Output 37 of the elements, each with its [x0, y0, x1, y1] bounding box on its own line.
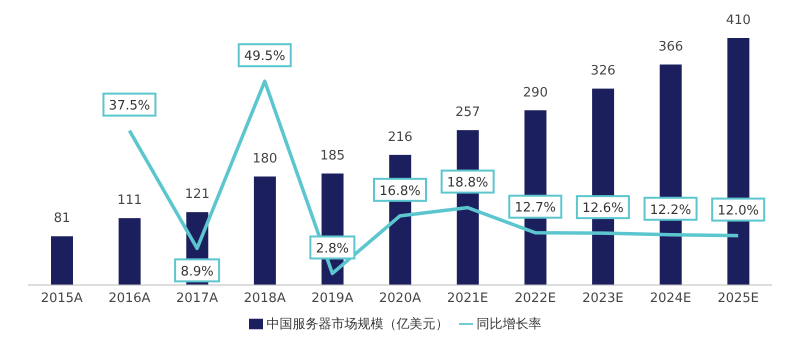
data-label: 366: [658, 40, 684, 55]
data-label: 2.8%: [316, 241, 349, 256]
legend-label: 同比增长率: [476, 317, 542, 332]
x-tick-label: 2020A: [379, 291, 422, 306]
data-label: 12.7%: [514, 200, 556, 216]
data-label: 12.0%: [718, 204, 759, 219]
legend-label: 中国服务器市场规模（亿美元）: [266, 317, 448, 332]
bar: [254, 176, 276, 285]
bar: [51, 236, 73, 285]
data-label: 8.9%: [180, 264, 214, 280]
x-tick-label: 2019A: [311, 291, 354, 306]
bar: [118, 218, 141, 285]
data-label: 180: [252, 152, 278, 167]
x-tick-label: 2023E: [582, 291, 624, 306]
x-tick-label: 2025E: [718, 291, 759, 306]
x-tick-label: 2024E: [650, 291, 692, 306]
data-label: 410: [726, 13, 751, 28]
data-label: 12.6%: [582, 201, 624, 216]
data-label: 216: [388, 130, 413, 145]
data-label: 290: [523, 85, 548, 100]
x-tick-label: 2022E: [514, 291, 556, 306]
data-label: 16.8%: [379, 184, 421, 199]
x-tick-label: 2015A: [40, 291, 83, 306]
x-tick-label: 2018A: [244, 291, 286, 306]
x-tick-label: 2016A: [108, 291, 151, 306]
data-label: 185: [320, 148, 345, 164]
data-label: 121: [184, 187, 210, 202]
data-label: 37.5%: [108, 98, 150, 114]
data-label: 326: [590, 64, 616, 79]
data-label: 257: [455, 105, 480, 120]
x-tick-label: 2021E: [446, 291, 488, 306]
x-tick-label: 2017A: [176, 291, 218, 306]
data-label: 49.5%: [244, 49, 286, 64]
data-label: 12.2%: [650, 202, 692, 218]
data-label: 81: [54, 211, 70, 226]
data-label: 18.8%: [446, 176, 488, 191]
data-label: 111: [117, 193, 142, 208]
